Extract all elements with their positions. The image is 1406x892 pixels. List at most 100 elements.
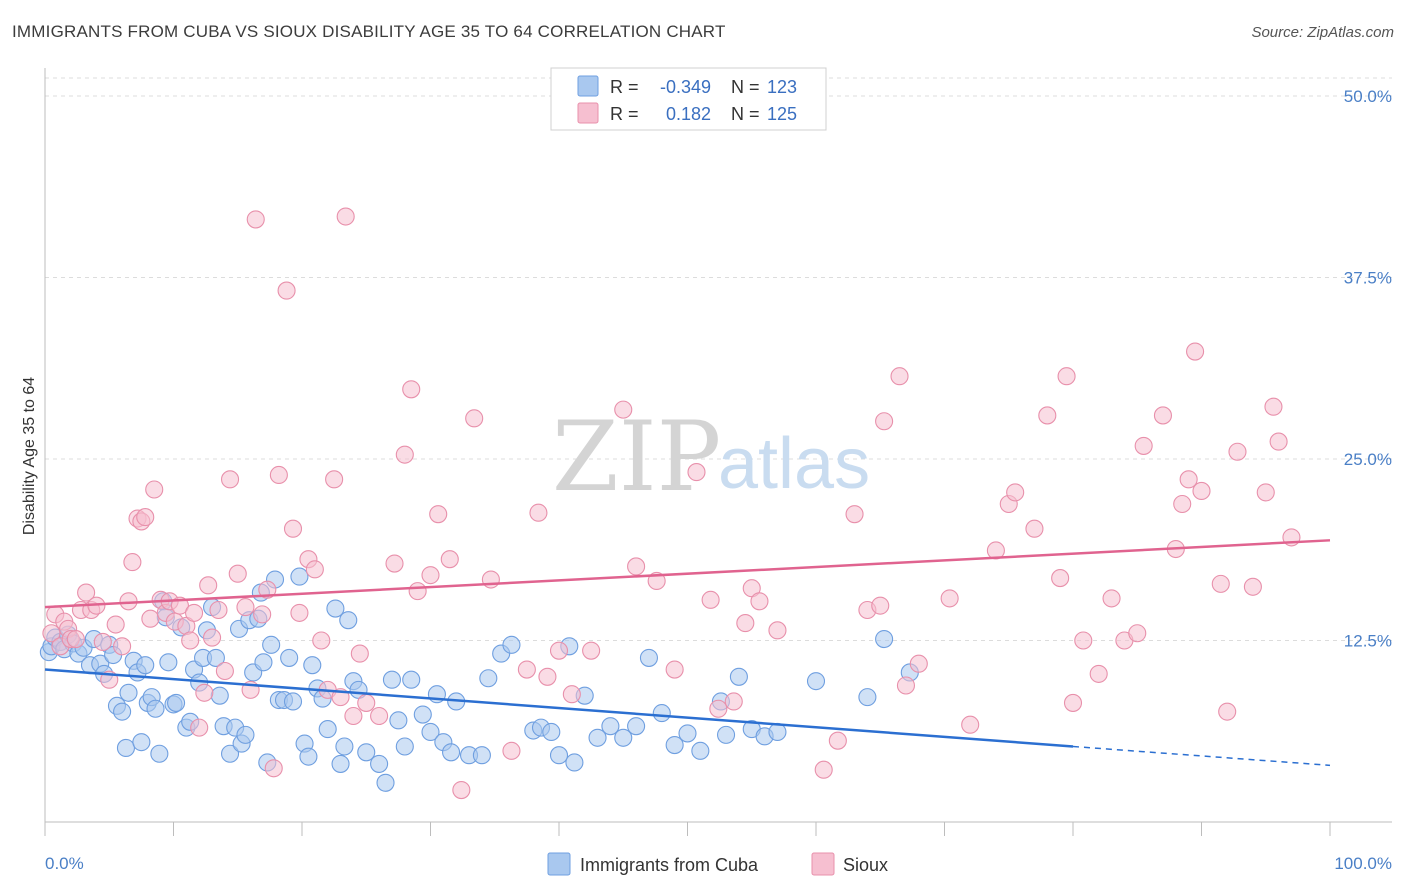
blue-data-point bbox=[588, 728, 607, 747]
legend-r-value: 0.182 bbox=[666, 104, 711, 124]
pink-data-point bbox=[312, 631, 331, 650]
correlation-legend: R = -0.349 N = 123 R = 0.182 N = 125 bbox=[550, 67, 827, 131]
blue-data-point bbox=[806, 672, 826, 691]
blue-data-point bbox=[290, 567, 309, 586]
pink-data-point bbox=[181, 631, 200, 650]
pink-data-point bbox=[1269, 432, 1288, 451]
blue-data-point bbox=[132, 733, 151, 752]
pink-data-point bbox=[1256, 483, 1275, 502]
blue-data-point bbox=[357, 743, 376, 762]
pink-data-point bbox=[750, 592, 769, 611]
blue-data-point bbox=[614, 728, 633, 747]
pink-data-point bbox=[141, 609, 160, 628]
pink-data-point bbox=[896, 676, 916, 695]
y-axis-title: Disability Age 35 to 64 bbox=[21, 377, 38, 535]
y-tick-label: 50.0% bbox=[1344, 87, 1392, 106]
pink-data-point bbox=[614, 400, 633, 419]
blue-data-point bbox=[370, 754, 389, 773]
pink-data-point bbox=[185, 603, 204, 622]
blue-data-point bbox=[565, 753, 584, 772]
blue-data-point bbox=[254, 653, 273, 672]
pink-data-point bbox=[961, 715, 980, 734]
pink-data-point bbox=[871, 596, 890, 615]
pink-data-point bbox=[1063, 693, 1083, 712]
source-label: Source: ZipAtlas.com bbox=[1251, 24, 1394, 41]
pink-data-point bbox=[452, 781, 471, 800]
blue-data-point bbox=[627, 717, 646, 736]
blue-data-point bbox=[502, 635, 521, 654]
blue-data-point bbox=[652, 704, 671, 723]
blue-trend-line bbox=[44, 668, 1074, 748]
blue-data-point bbox=[413, 705, 432, 724]
legend-n-value: 125 bbox=[767, 104, 797, 124]
pink-data-point bbox=[277, 281, 296, 300]
blue-data-point bbox=[479, 669, 498, 688]
pink-data-point bbox=[1025, 519, 1044, 538]
blue-data-point bbox=[442, 743, 461, 762]
pink-data-point bbox=[845, 505, 864, 524]
legend-swatch-blue bbox=[577, 75, 599, 97]
legend-n-label: N = bbox=[731, 77, 760, 97]
pink-data-point bbox=[1243, 577, 1262, 596]
blue-data-point bbox=[210, 686, 229, 705]
blue-data-point bbox=[220, 744, 240, 763]
watermark: ZIP atlas bbox=[552, 401, 870, 513]
blue-data-point bbox=[331, 754, 350, 773]
pink-data-point bbox=[385, 554, 404, 573]
pink-data-point bbox=[440, 550, 459, 569]
x-tick-label: 0.0% bbox=[45, 854, 84, 873]
legend-r-label: R = bbox=[610, 77, 639, 97]
blue-trend-line-extension bbox=[1072, 745, 1331, 767]
data-points bbox=[39, 207, 1301, 800]
pink-data-point bbox=[1134, 436, 1153, 455]
blue-data-point bbox=[402, 670, 421, 689]
blue-data-point bbox=[280, 648, 299, 667]
blue-data-point bbox=[159, 653, 178, 672]
pink-data-point bbox=[517, 660, 536, 679]
watermark-atlas: atlas bbox=[718, 424, 870, 504]
pink-data-point bbox=[370, 706, 389, 726]
pink-data-point bbox=[582, 641, 601, 660]
pink-data-point bbox=[890, 367, 909, 386]
pink-trend-line bbox=[44, 539, 1331, 609]
pink-data-point bbox=[1153, 406, 1172, 425]
x-tick-label: 100.0% bbox=[1334, 854, 1392, 873]
pink-data-point bbox=[195, 683, 214, 702]
series-legend-label-sioux: Sioux bbox=[843, 855, 888, 875]
blue-data-point bbox=[318, 720, 337, 739]
legend-r-label: R = bbox=[610, 104, 639, 124]
blue-data-point bbox=[113, 702, 132, 721]
pink-data-point bbox=[814, 760, 833, 779]
chart-title: IMMIGRANTS FROM CUBA VS SIOUX DISABILITY… bbox=[12, 22, 726, 41]
pink-data-point bbox=[421, 566, 440, 585]
x-tick-labels: 0.0% 100.0% bbox=[45, 854, 1392, 873]
pink-data-point bbox=[236, 598, 255, 617]
pink-data-point bbox=[909, 654, 928, 673]
pink-data-point bbox=[258, 580, 277, 599]
blue-data-point bbox=[326, 599, 345, 618]
trend-lines bbox=[44, 539, 1331, 767]
pink-data-point bbox=[325, 470, 344, 489]
pink-data-point bbox=[465, 409, 484, 428]
series-legend-swatch-cuba bbox=[547, 852, 571, 876]
pink-data-point bbox=[136, 508, 155, 527]
blue-data-point bbox=[236, 725, 255, 744]
pink-data-point bbox=[290, 603, 309, 622]
pink-data-point bbox=[1089, 664, 1108, 683]
blue-data-point bbox=[389, 711, 408, 730]
blue-data-point bbox=[339, 611, 358, 630]
legend-n-label: N = bbox=[731, 104, 760, 124]
pink-data-point bbox=[220, 470, 240, 489]
pink-data-point bbox=[1102, 589, 1121, 608]
blue-data-point bbox=[299, 747, 318, 766]
pink-data-point bbox=[1051, 569, 1070, 588]
blue-data-point bbox=[691, 741, 710, 760]
pink-data-point bbox=[687, 463, 706, 482]
pink-data-point bbox=[502, 741, 521, 760]
pink-data-point bbox=[93, 632, 112, 652]
blue-data-point bbox=[262, 635, 281, 654]
pink-data-point bbox=[768, 621, 787, 640]
pink-data-point bbox=[1006, 483, 1025, 502]
pink-data-point bbox=[828, 731, 847, 750]
blue-data-point bbox=[136, 656, 155, 675]
